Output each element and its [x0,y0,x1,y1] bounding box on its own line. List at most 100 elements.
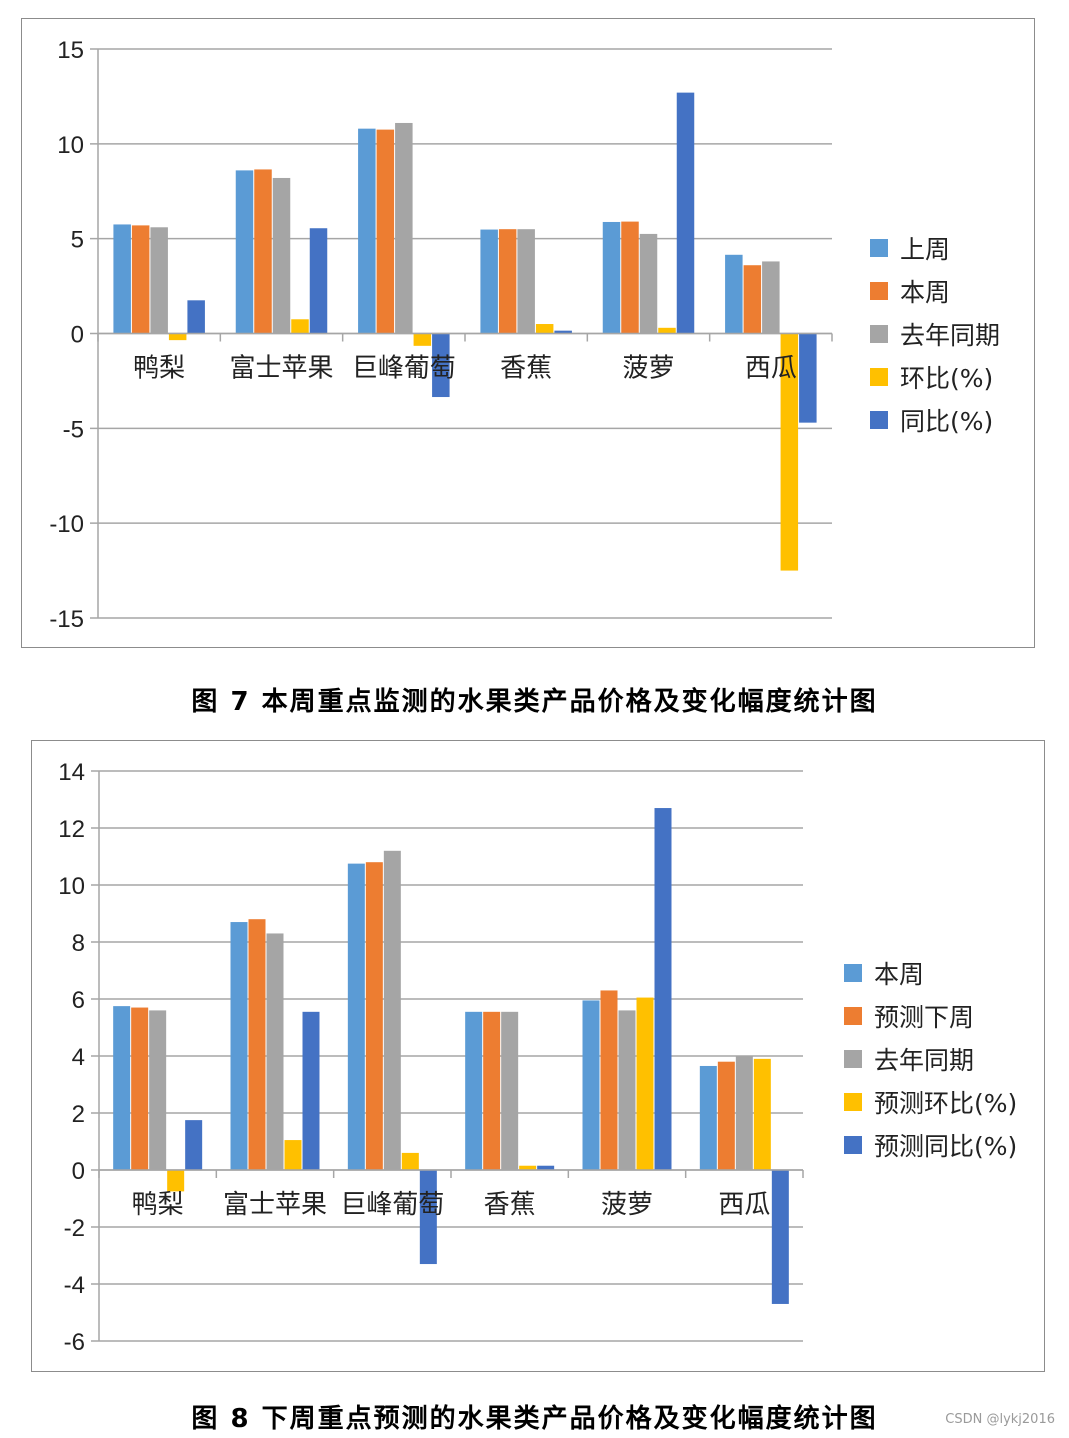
bar-1-1 [113,224,131,334]
legend-label: 本周 [874,959,925,989]
category-label: 香蕉 [500,354,552,384]
category-label: 西瓜 [718,1190,770,1220]
y-tick-label: -6 [64,1329,85,1356]
bar-1-3 [358,128,376,334]
category-label: 鸭梨 [133,354,185,384]
legend-item: 去年同期 [870,312,1000,355]
bar-2-6 [743,265,762,334]
y-tick-label: -4 [64,1272,85,1299]
bar-3-6 [735,1056,753,1170]
chart-panel-1: 15 10 5 0 -5 -10 -15 鸭梨 富士苹果 巨峰葡萄 香蕉 菠萝 西瓜 上周 本周 去年同期环… [21,18,1035,648]
category-label: 富士苹果 [229,354,333,384]
bar-1-4 [465,1011,483,1170]
bar-5-2 [309,228,328,334]
bar-4-4 [535,324,554,334]
bar-1-6 [699,1065,717,1170]
bar-5-3 [419,1170,437,1265]
bar-chart-2: 14 12 10 8 6 4 2 0 -2 -4 -6 鸭梨 富士苹果 巨峰葡萄 香蕉 菠萝 西瓜 [58,759,804,1356]
bar-4-5 [658,327,676,334]
legend-label: 去年同期 [900,320,1001,350]
y-tick-label: -15 [49,606,84,633]
legend-label: 预测同比(%) [874,1131,1018,1161]
bar-5-5 [654,808,672,1170]
y-tick-label: -10 [49,511,84,538]
category-label: 富士苹果 [223,1190,327,1220]
bar-chart-1: 15 10 5 0 -5 -10 -15 鸭梨 富士苹果 巨峰葡萄 香蕉 菠萝 西瓜 [49,37,833,633]
category-label: 鸭梨 [132,1190,184,1220]
bar-2-2 [254,169,272,334]
y-tick-label: 4 [72,1044,85,1071]
legend-item: 预测环比(%) [844,1080,1017,1123]
bar-5-2 [302,1011,320,1170]
chart-caption-1: 图 7 本周重点监测的水果类产品价格及变化幅度统计图 [191,687,878,717]
bar-2-2 [248,919,266,1170]
legend-item: 预测同比(%) [844,1123,1017,1166]
legend-swatch [844,1092,862,1111]
bar-3-4 [501,1011,519,1170]
bar-3-1 [150,227,168,334]
y-tick-label: 15 [57,37,84,64]
bar-4-2 [291,319,309,334]
bar-3-4 [517,229,535,334]
chart-panel-2: 14 12 10 8 6 4 2 0 -2 -4 -6 鸭梨 富士苹果 巨峰葡萄 香蕉 菠萝 西瓜 本周 预测下周… [31,740,1045,1372]
watermark: CSDN @lykj2016 [945,1412,1055,1427]
bar-1-3 [347,863,365,1170]
y-tick-label: 0 [72,1158,85,1185]
bar-2-5 [621,221,639,334]
bar-5-5 [676,92,695,334]
legend-label: 同比(%) [900,406,994,436]
legend-swatch [870,238,888,257]
legend-item: 本周 [870,269,1000,312]
bar-2-3 [376,129,395,334]
legend-item: 环比(%) [870,355,1000,398]
legend-label: 预测环比(%) [874,1088,1018,1118]
legend-swatch [844,1049,862,1068]
bar-3-5 [618,1010,636,1170]
y-tick-label: 10 [58,873,85,900]
legend-label: 环比(%) [900,363,994,393]
bar-2-1 [131,225,150,334]
bar-4-1 [168,333,187,341]
bar-3-6 [762,261,780,334]
y-tick-label: 0 [71,322,84,349]
bar-1-2 [230,922,248,1170]
bar-2-1 [131,1007,149,1170]
legend-label: 预测下周 [874,1002,975,1032]
category-label: 菠萝 [622,354,674,384]
bar-1-5 [602,221,621,334]
bar-4-3 [413,333,432,346]
bar-2-4 [483,1011,501,1170]
bar-1-6 [725,254,743,334]
y-tick-label: 10 [57,132,84,159]
bar-2-4 [498,229,517,334]
bar-5-4 [537,1165,555,1170]
bar-2-5 [600,990,618,1170]
bar-4-6 [780,333,799,571]
y-tick-label: 14 [58,759,85,786]
legend-swatch [844,1135,862,1154]
bar-5-6 [799,333,817,423]
y-tick-label: 6 [72,987,85,1014]
bar-3-2 [272,177,291,334]
category-label: 菠萝 [601,1190,653,1220]
legend-swatch [870,324,888,343]
legend-swatch [870,410,888,429]
y-tick-label: -5 [63,416,84,443]
legend-item: 预测下周 [844,994,1017,1037]
legend-1: 上周本周去年同期环比(%) 同比(%) [870,226,1000,441]
y-tick-label: -2 [64,1215,85,1242]
bar-5-1 [185,1120,203,1170]
legend-label: 上周 [900,234,951,264]
bar-3-1 [149,1010,167,1170]
legend-swatch [870,281,888,300]
bar-1-5 [582,1000,600,1170]
category-label: 西瓜 [745,354,797,384]
category-label: 巨峰葡萄 [340,1190,444,1220]
legend-2: 本周 预测下周 去年同期 预测环比(%) 预测同比(%) [844,951,1017,1166]
legend-swatch [844,963,862,982]
bar-5-1 [187,300,205,334]
bar-1-1 [113,1006,131,1170]
bar-3-5 [639,233,658,334]
category-label: 香蕉 [484,1190,536,1220]
legend-item: 上周 [870,226,1000,269]
